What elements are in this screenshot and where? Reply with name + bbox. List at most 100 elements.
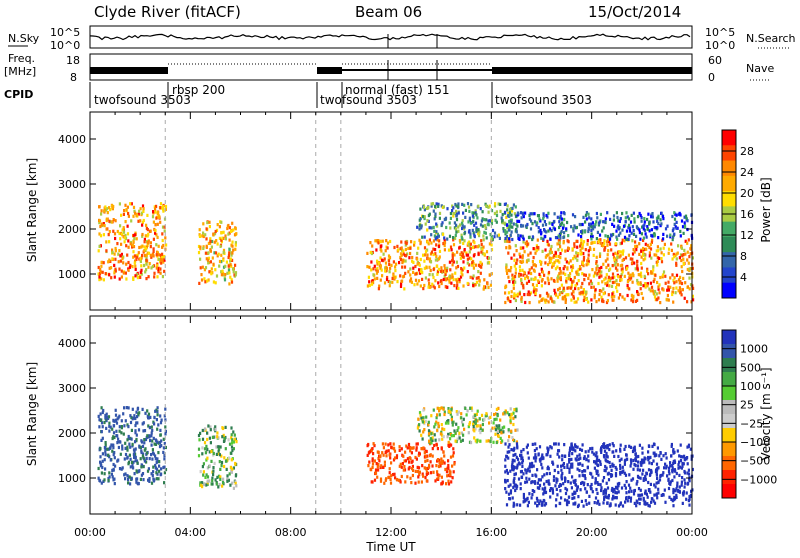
- velocity-ytick-1000: 1000: [58, 472, 86, 485]
- vel-cbar-swatch-11: [722, 470, 736, 485]
- vel-cbar-swatch-12: [722, 484, 736, 499]
- freq-label-line2: [MHz]: [4, 65, 36, 78]
- velocity-panel: 1000 2000 3000 4000 Slant Range [km] 1000 50…: [25, 315, 777, 515]
- freq-tick-bottom: 8: [70, 71, 77, 84]
- power-cbar-tick-1: 28: [740, 145, 754, 158]
- power-ytick-3000: 3000: [58, 178, 86, 191]
- noise-right-tick-bottom: 10^0: [705, 39, 735, 52]
- power-colorbar: 28 24 20 16 12 8 4: [721, 129, 754, 299]
- nave-label: Nave: [746, 62, 774, 75]
- velocity-colorbar: 1000 500 100 25 −25 −100 −500 −1000: [721, 329, 777, 499]
- power-cbar-tick-4: 16: [740, 208, 754, 221]
- power-cbar-swatch-4: [722, 175, 736, 192]
- nave-tick-top: 60: [708, 54, 722, 67]
- x-tick-4: 12:00: [375, 526, 407, 539]
- velocity-region-3: [366, 442, 456, 486]
- power-cbar-tick-6: 8: [740, 250, 747, 263]
- velocity-echo-regions: [97, 406, 694, 509]
- power-cbar-swatch-7: [722, 221, 736, 238]
- power-region-3: [366, 238, 494, 291]
- velocity-ytick-2000: 2000: [58, 427, 86, 440]
- vel-cbar-tick-5: −25: [740, 417, 763, 430]
- freq-bar-segment-2: [317, 67, 342, 74]
- velocity-region-4: [416, 406, 519, 445]
- cpid-segment-5: twofsound 3503: [495, 93, 592, 107]
- power-mode-dividers: [164, 112, 492, 310]
- frequency-panel: Freq. [MHz] 18 8 60 0 Nave: [4, 52, 774, 84]
- date-label: 15/Oct/2014: [588, 3, 681, 21]
- vel-cbar-tick-4: 25: [740, 399, 754, 412]
- x-tick-1: 00:00: [74, 526, 106, 539]
- cpid-panel: CPID twofsound 3503 rbsp 200 twofsound 3…: [4, 82, 592, 108]
- x-axis: 00:00 04:00 08:00 12:00 16:00 20:00 00:00: [74, 526, 708, 539]
- beam-label: Beam 06: [355, 3, 422, 21]
- noise-sky-trace: [89, 33, 691, 41]
- power-ylabel: Slant Range [km]: [25, 158, 39, 262]
- power-cbar-tick-2: 24: [740, 166, 754, 179]
- power-cbar-tick-3: 20: [740, 187, 754, 200]
- noise-left-tick-top: 10^5: [50, 26, 80, 39]
- velocity-y-axis: 1000 2000 3000 4000: [58, 316, 693, 514]
- vel-cbar-swatch-2: [722, 344, 736, 359]
- cpid-segment-1: twofsound 3503: [94, 93, 191, 107]
- velocity-region-5: [504, 442, 694, 509]
- cpid-segment-4: normal (fast) 151: [345, 83, 450, 97]
- noise-right-label: N.Search: [746, 32, 796, 45]
- power-cbar-swatch-9: [722, 252, 736, 268]
- vel-cbar-swatch-9: [722, 442, 736, 457]
- vel-cbar-swatch-1: [722, 330, 736, 345]
- nave-tick-bottom: 0: [708, 71, 715, 84]
- vel-cbar-swatch-6: [722, 400, 736, 415]
- freq-label-line1: Freq.: [8, 52, 35, 65]
- velocity-ytick-4000: 4000: [58, 337, 86, 350]
- velocity-mode-dividers: [164, 316, 492, 514]
- power-cbar-tick-7: 4: [740, 271, 747, 284]
- vel-cbar-tick-2: 500: [740, 361, 761, 374]
- power-cbar-swatch-8: [722, 236, 736, 253]
- cpid-segment-2: rbsp 200: [172, 83, 225, 97]
- vel-cbar-swatch-7: [722, 414, 736, 429]
- power-cbar-swatch-5: [722, 191, 736, 207]
- vel-cbar-swatch-4: [722, 372, 736, 387]
- power-region-6: [504, 211, 694, 242]
- vel-cbar-tick-8: −1000: [740, 473, 777, 486]
- vel-cbar-tick-7: −500: [740, 455, 770, 468]
- vel-cbar-swatch-3: [722, 358, 736, 373]
- power-colorbar-label: Power [dB]: [759, 177, 773, 242]
- noise-panel: N.Sky 10^5 10^0 10^5 10^0 N.Search: [8, 25, 796, 52]
- vel-cbar-swatch-10: [722, 456, 736, 471]
- power-panel: 1000 2000 3000 4000 Slant Range [km] 28 24 20…: [25, 111, 773, 311]
- power-ytick-4000: 4000: [58, 133, 86, 146]
- velocity-region-1: [97, 406, 168, 486]
- noise-right-tick-top: 10^5: [705, 26, 735, 39]
- vel-cbar-swatch-5: [722, 386, 736, 401]
- x-tick-3: 08:00: [275, 526, 307, 539]
- x-axis-label: Time UT: [365, 540, 416, 554]
- power-cbar-tick-5: 12: [740, 229, 754, 242]
- power-ytick-2000: 2000: [58, 223, 86, 236]
- vel-cbar-tick-6: −100: [740, 436, 770, 449]
- cpid-segment-3: twofsound 3503: [320, 93, 417, 107]
- power-cbar-swatch-10: [722, 267, 736, 284]
- velocity-colorbar-label: Velocity [m s⁻¹]: [759, 367, 773, 460]
- freq-bar-segment-3: [492, 67, 692, 74]
- freq-bar-segment-1: [90, 67, 168, 74]
- x-tick-6: 20:00: [576, 526, 608, 539]
- x-tick-7: 00:00: [676, 526, 708, 539]
- power-cbar-swatch-11: [722, 282, 736, 299]
- velocity-ylabel: Slant Range [km]: [25, 362, 39, 466]
- power-y-axis: 1000 2000 3000 4000: [58, 112, 693, 310]
- power-region-5: [503, 238, 695, 305]
- station-title: Clyde River (fitACF): [94, 3, 241, 21]
- cpid-label: CPID: [4, 88, 33, 101]
- power-ytick-1000: 1000: [58, 268, 86, 281]
- vel-cbar-tick-3: 100: [740, 380, 761, 393]
- power-cbar-swatch-1: [722, 130, 736, 146]
- vel-cbar-swatch-8: [722, 428, 736, 443]
- power-region-4: [416, 202, 519, 242]
- x-tick-2: 04:00: [174, 526, 206, 539]
- power-cbar-swatch-2: [722, 145, 736, 162]
- vel-cbar-tick-1: 1000: [740, 343, 768, 356]
- noise-left-tick-bottom: 10^0: [50, 39, 80, 52]
